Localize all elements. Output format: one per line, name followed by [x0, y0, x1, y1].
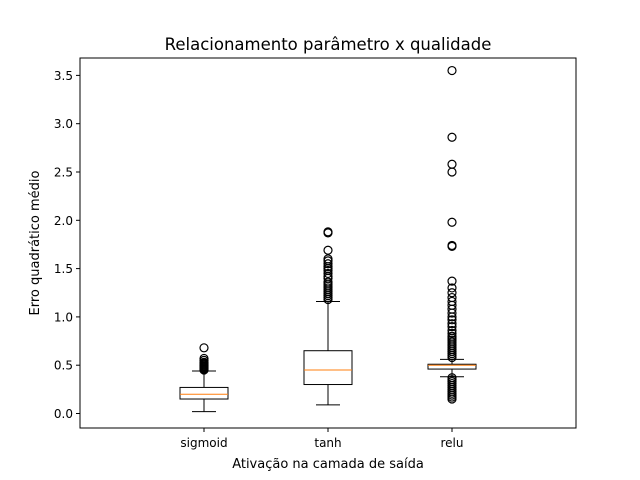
plot-frame — [79, 57, 577, 429]
box-sigmoid — [179, 343, 229, 413]
outlier-point — [323, 245, 333, 255]
y-axis: 0.0 0.5 1.0 1.5 2.0 2.5 3.0 3.5 — [54, 69, 80, 421]
outlier-point — [323, 277, 333, 287]
y-tick-label: 3.5 — [54, 69, 73, 83]
outlier-point — [447, 132, 457, 142]
y-tick-label: 2.0 — [54, 214, 73, 228]
outlier-point — [447, 288, 457, 298]
y-tick-label: 1.5 — [54, 262, 73, 276]
boxes-layer — [179, 65, 477, 413]
y-tick-label: 2.5 — [54, 165, 73, 179]
x-tick-label: tanh — [314, 436, 341, 450]
outlier-point — [447, 283, 457, 293]
outlier-point — [447, 65, 457, 76]
chart-title: Relacionamento parâmetro x qualidade — [165, 35, 492, 54]
outlier-point — [447, 319, 457, 329]
outlier-point — [447, 167, 457, 177]
x-axis: sigmoid tanh relu — [180, 428, 464, 450]
outlier-point — [447, 240, 457, 251]
outlier-point — [447, 373, 457, 383]
outlier-point — [447, 315, 457, 325]
outlier-point — [447, 296, 457, 307]
outlier-point — [447, 217, 457, 227]
outlier-point — [447, 276, 457, 286]
outlier-point — [447, 328, 457, 338]
outlier-point — [323, 259, 333, 269]
y-tick-label: 1.0 — [54, 310, 73, 324]
x-axis-label: Ativação na camada de saída — [232, 457, 424, 472]
outlier-point — [447, 159, 457, 169]
outlier-point — [199, 353, 209, 364]
iqr-box — [303, 350, 353, 386]
outlier-point — [447, 331, 457, 341]
y-tick-label: 0.0 — [54, 407, 73, 421]
outlier-point — [447, 325, 457, 336]
outlier-point — [447, 321, 457, 332]
box-relu — [427, 65, 477, 404]
outlier-point — [323, 254, 333, 264]
outlier-point — [199, 343, 209, 353]
y-tick-label: 3.0 — [54, 117, 73, 131]
y-axis-label: Erro quadrático médio — [28, 170, 43, 315]
outlier-point — [323, 268, 333, 279]
iqr-box — [427, 363, 477, 370]
outlier-point — [447, 292, 457, 303]
iqr-box — [179, 386, 229, 400]
box-tanh — [303, 227, 353, 406]
x-tick-label: relu — [441, 436, 464, 450]
x-tick-label: sigmoid — [180, 436, 227, 450]
y-tick-label: 0.5 — [54, 359, 73, 373]
outlier-point — [323, 227, 333, 237]
